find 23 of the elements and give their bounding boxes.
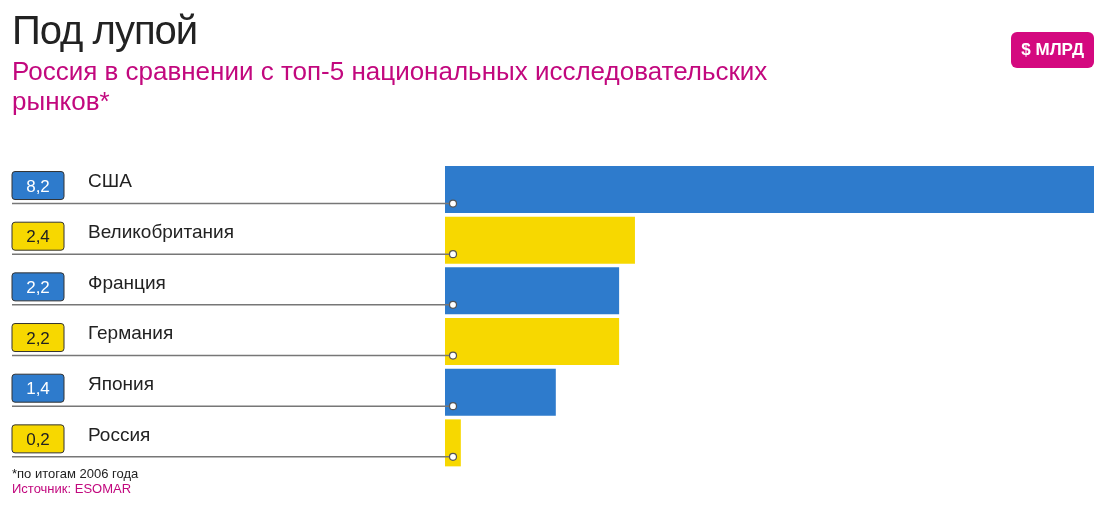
data-label: 1,4: [26, 379, 50, 399]
chart-subtitle: Россия в сравнении с топ-5 национальных исследовательских рынков*: [12, 56, 769, 116]
y-tick-label: Германия: [88, 322, 174, 344]
text: Под лупой: [12, 8, 198, 53]
bar: [445, 216, 635, 264]
y-tick-label: Россия: [88, 423, 151, 445]
y-tick-label: Великобритания: [88, 221, 234, 242]
data-label: 8,2: [26, 176, 50, 196]
bar: [445, 368, 556, 416]
data-label: 2,2: [26, 277, 50, 297]
y-tick-label: Франция: [88, 271, 166, 293]
text: Источник: ESOMAR: [12, 481, 133, 496]
data-label: 0,2: [26, 429, 50, 449]
y-tick-label: США: [88, 170, 133, 192]
bar: [445, 419, 461, 467]
data-label: 2,4: [26, 227, 50, 247]
y-tick-label: Япония: [88, 373, 154, 394]
bar: [445, 166, 1094, 214]
bar: [445, 267, 620, 315]
text: *по итогам 2006 года: [12, 466, 139, 481]
data-label: 2,2: [26, 328, 50, 348]
bar: [445, 318, 620, 366]
text: $ МЛРД: [1011, 32, 1094, 68]
